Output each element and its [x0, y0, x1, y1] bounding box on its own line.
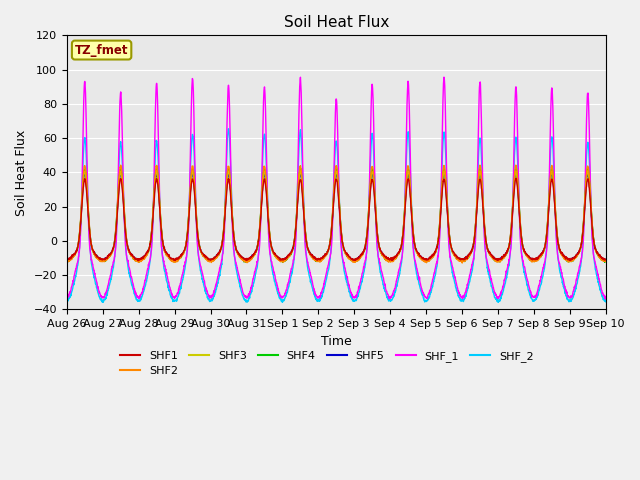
Line: SHF2: SHF2 [67, 165, 605, 263]
Y-axis label: Soil Heat Flux: Soil Heat Flux [15, 129, 28, 216]
SHF_1 [570, 288, 577, 294]
SHF2 [458, 260, 466, 266]
SHF_2 [602, 299, 609, 305]
SHF4 [213, 254, 221, 260]
Line: SHF4: SHF4 [67, 168, 605, 263]
SHF1 [493, 256, 500, 262]
SHF2 [512, 162, 520, 168]
SHF3 [170, 259, 178, 265]
SHF_1 [364, 244, 371, 250]
SHF_2 [225, 126, 232, 132]
SHF1 [555, 242, 563, 248]
SHF4 [601, 260, 609, 265]
SHF3 [493, 257, 501, 263]
Line: SHF5: SHF5 [67, 172, 605, 261]
SHF_2 [493, 298, 500, 303]
SHF5 [153, 169, 161, 175]
SHF4 [493, 258, 500, 264]
SHF2 [493, 259, 500, 265]
SHF5 [99, 258, 107, 264]
SHF1 [352, 257, 360, 263]
SHF_2 [555, 259, 563, 264]
SHF1 [602, 257, 609, 263]
SHF5 [364, 222, 372, 228]
SHF_2 [63, 298, 70, 303]
SHF_1 [63, 295, 70, 301]
SHF1 [214, 252, 221, 257]
SHF2 [364, 227, 371, 232]
SHF5 [493, 257, 501, 263]
SHF5 [602, 256, 609, 262]
SHF_1 [602, 296, 609, 302]
SHF4 [570, 257, 577, 263]
SHF5 [352, 257, 360, 263]
Line: SHF3: SHF3 [67, 171, 605, 262]
SHF1 [570, 255, 577, 261]
SHF_1 [352, 294, 360, 300]
SHF5 [555, 242, 563, 248]
SHF3 [364, 220, 372, 226]
SHF4 [364, 224, 371, 229]
SHF3 [555, 242, 563, 248]
SHF3 [214, 253, 221, 259]
SHF3 [63, 257, 70, 263]
Text: TZ_fmet: TZ_fmet [75, 44, 129, 57]
SHF5 [63, 257, 70, 263]
SHF2 [555, 243, 563, 249]
SHF3 [352, 257, 360, 263]
SHF1 [512, 176, 520, 181]
SHF2 [602, 258, 609, 264]
SHF_2 [213, 283, 221, 289]
SHF5 [214, 252, 221, 258]
SHF3 [570, 256, 577, 262]
SHF3 [602, 258, 609, 264]
SHF4 [602, 257, 609, 263]
SHF_1 [213, 277, 221, 283]
SHF2 [213, 254, 221, 260]
SHF_2 [570, 293, 577, 299]
Title: Soil Heat Flux: Soil Heat Flux [284, 15, 389, 30]
SHF_2 [364, 233, 371, 239]
SHF_1 [493, 295, 500, 300]
SHF2 [570, 257, 577, 263]
SHF1 [134, 258, 142, 264]
SHF2 [63, 259, 70, 264]
SHF2 [352, 257, 360, 263]
SHF4 [352, 259, 360, 264]
SHF_1 [554, 256, 562, 262]
Line: SHF_2: SHF_2 [67, 129, 605, 302]
SHF4 [63, 259, 70, 264]
SHF1 [63, 257, 70, 263]
SHF3 [153, 168, 161, 174]
SHF_2 [352, 297, 360, 303]
SHF_2 [494, 300, 502, 305]
Line: SHF_1: SHF_1 [67, 77, 605, 299]
X-axis label: Time: Time [321, 335, 351, 348]
Legend: SHF1, SHF2, SHF3, SHF4, SHF5, SHF_1, SHF_2: SHF1, SHF2, SHF3, SHF4, SHF5, SHF_1, SHF… [115, 346, 538, 381]
SHF_1 [440, 74, 448, 80]
Line: SHF1: SHF1 [67, 179, 605, 261]
SHF5 [570, 256, 577, 262]
SHF1 [364, 227, 371, 232]
SHF4 [554, 240, 562, 246]
SHF4 [333, 166, 340, 171]
